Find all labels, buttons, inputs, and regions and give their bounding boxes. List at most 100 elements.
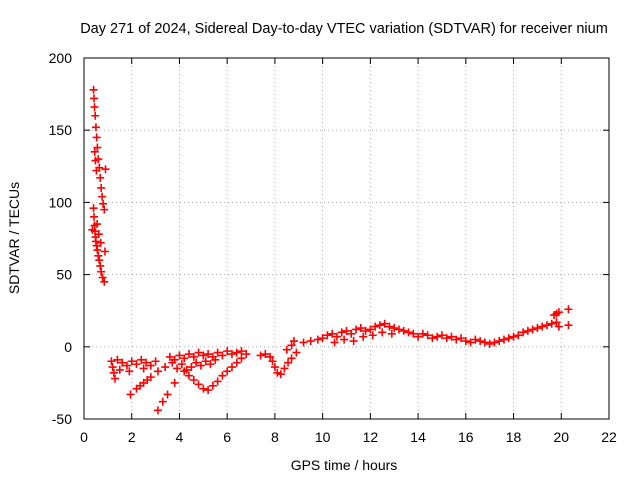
data-point-marker [161, 363, 170, 372]
data-point-marker [97, 183, 106, 192]
data-point-marker [223, 367, 232, 376]
data-point-marker [452, 335, 461, 344]
data-point-marker [96, 238, 105, 247]
data-point-marker [118, 358, 127, 367]
data-point-marker [187, 363, 196, 372]
data-point-marker [564, 305, 573, 314]
data-point-marker [428, 334, 437, 343]
data-point-marker [328, 329, 337, 338]
data-point-marker [143, 376, 152, 385]
data-point-marker [189, 352, 198, 361]
data-point-marker [387, 329, 396, 338]
data-point-marker [194, 380, 203, 389]
data-point-marker [564, 321, 573, 330]
chart-title: Day 271 of 2024, Sidereal Day-to-day VTE… [80, 21, 608, 37]
x-tick-labels: 0 2 4 6 8 10 12 14 16 18 20 22 [80, 429, 617, 445]
data-point-marker [282, 345, 291, 354]
data-point-marker [447, 332, 456, 341]
plot-frame [83, 57, 610, 420]
data-point-marker [433, 332, 442, 341]
data-point-marker [90, 147, 99, 156]
y-tick-label: 200 [49, 50, 73, 66]
data-point-marker [98, 273, 107, 282]
data-point-marker [90, 212, 99, 221]
data-point-marker [90, 94, 99, 103]
y-tick-label: 100 [49, 194, 73, 210]
data-point-marker [533, 324, 542, 333]
data-point-marker [349, 337, 358, 346]
data-point-marker [528, 325, 537, 334]
data-point-marker [371, 322, 380, 331]
x-tick-label: 2 [128, 429, 136, 445]
data-point-marker [199, 384, 208, 393]
data-point-marker [96, 261, 105, 270]
data-point-marker [227, 363, 236, 372]
data-point-marker [361, 326, 370, 335]
x-tick-label: 10 [315, 429, 331, 445]
data-point-marker [242, 350, 251, 359]
data-point-marker [552, 318, 561, 327]
data-point-marker [280, 364, 289, 373]
data-point-marker [337, 328, 346, 337]
data-point-marker [323, 331, 332, 340]
data-point-marker [132, 360, 141, 369]
data-point-marker [218, 371, 227, 380]
data-point-marker [213, 348, 222, 357]
data-point-marker [100, 277, 109, 286]
data-point-marker [547, 319, 556, 328]
data-point-marker [256, 351, 265, 360]
data-point-marker [199, 351, 208, 360]
data-point-marker [97, 267, 106, 276]
data-point-marker [177, 360, 186, 369]
data-point-marker [185, 350, 193, 359]
x-tick-label: 16 [458, 429, 474, 445]
data-point-marker [237, 347, 246, 356]
data-point-marker [342, 326, 351, 335]
data-point-marker [366, 325, 375, 334]
data-point-marker [194, 348, 203, 357]
data-point-marker [146, 361, 155, 370]
data-point-marker [189, 376, 198, 385]
y-tick-label: -50 [52, 411, 72, 427]
x-tick-label: 0 [80, 429, 88, 445]
data-point-marker [206, 360, 215, 369]
data-point-marker [457, 334, 466, 343]
data-point-marker [107, 357, 116, 366]
y-tick-label: 50 [56, 267, 72, 283]
data-point-marker [98, 192, 107, 201]
data-point-marker [347, 329, 356, 338]
data-point-marker [163, 390, 172, 399]
data-point-marker [519, 328, 528, 337]
data-point-marker [380, 319, 389, 328]
grid-lines [84, 58, 609, 419]
y-tick-labels: -50 0 50 100 150 200 [49, 50, 73, 427]
data-point-marker [284, 358, 293, 367]
data-point-marker [514, 331, 523, 340]
data-point-marker [442, 334, 451, 343]
data-point-marker [175, 351, 184, 360]
data-point-marker [368, 331, 377, 340]
data-point-marker [170, 355, 179, 364]
data-point-marker [485, 339, 494, 348]
data-point-marker [180, 354, 189, 363]
data-point-marker [91, 111, 100, 120]
data-point-marker [332, 332, 341, 341]
data-point-marker [437, 331, 446, 340]
data-point-marker [95, 256, 104, 265]
data-point-marker [352, 325, 361, 334]
data-point-marker [414, 332, 423, 341]
data-point-marker [142, 358, 151, 367]
data-point-marker [173, 364, 182, 373]
data-point-marker [91, 156, 100, 165]
data-point-marker [340, 335, 349, 344]
data-point-marker [99, 199, 108, 208]
data-point-marker [268, 357, 277, 366]
data-point-marker [471, 335, 480, 344]
data-point-marker [185, 371, 193, 380]
data-point-marker [94, 251, 103, 260]
data-point-marker [378, 328, 387, 337]
data-point-marker [89, 85, 98, 94]
data-point-marker [151, 357, 160, 366]
data-point-marker [495, 337, 504, 346]
